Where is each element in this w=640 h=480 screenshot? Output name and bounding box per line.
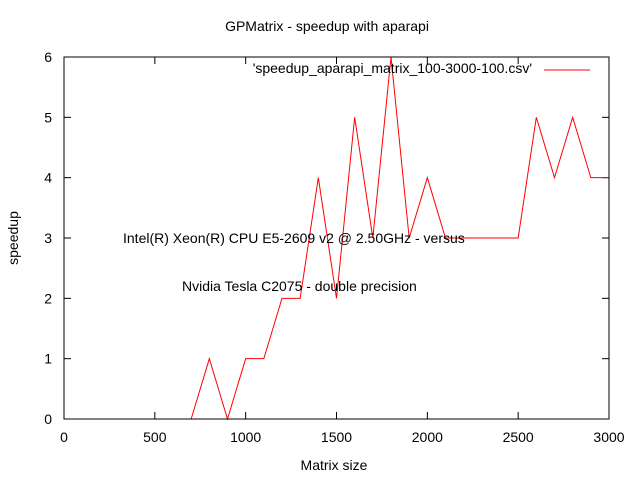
x-tick-label-5: 2500 (503, 429, 534, 445)
y-tick-label-6: 6 (44, 49, 52, 65)
chart-title: GPMatrix - speedup with aparapi (225, 18, 429, 34)
y-tick-label-1: 1 (44, 351, 52, 367)
annotation-gpu: Nvidia Tesla C2075 - double precision (182, 278, 417, 294)
y-tick-label-5: 5 (44, 109, 52, 125)
tick-layer: 0 500 1000 1500 2000 2500 3000 0 1 2 3 4 5 6 (44, 49, 625, 445)
x-tick-label-2: 1000 (230, 429, 261, 445)
x-tick-label-4: 2000 (412, 429, 443, 445)
legend-label: 'speedup_aparapi_matrix_100-3000-100.csv… (253, 60, 532, 76)
y-tick-label-2: 2 (44, 290, 52, 306)
plot-frame (63, 56, 610, 420)
x-tick-label-3: 1500 (321, 429, 352, 445)
y-tick-label-4: 4 (44, 170, 52, 186)
x-tick-label-6: 3000 (593, 429, 624, 445)
y-tick-label-3: 3 (44, 230, 52, 246)
x-axis-label: Matrix size (301, 457, 368, 473)
x-tick-label-1: 500 (143, 429, 167, 445)
x-tick-label-0: 0 (60, 429, 68, 445)
annotation-cpu: Intel(R) Xeon(R) CPU E5-2609 v2 @ 2.50GH… (123, 230, 465, 246)
y-axis-label: speedup (5, 211, 21, 265)
y-tick-label-0: 0 (44, 411, 52, 427)
